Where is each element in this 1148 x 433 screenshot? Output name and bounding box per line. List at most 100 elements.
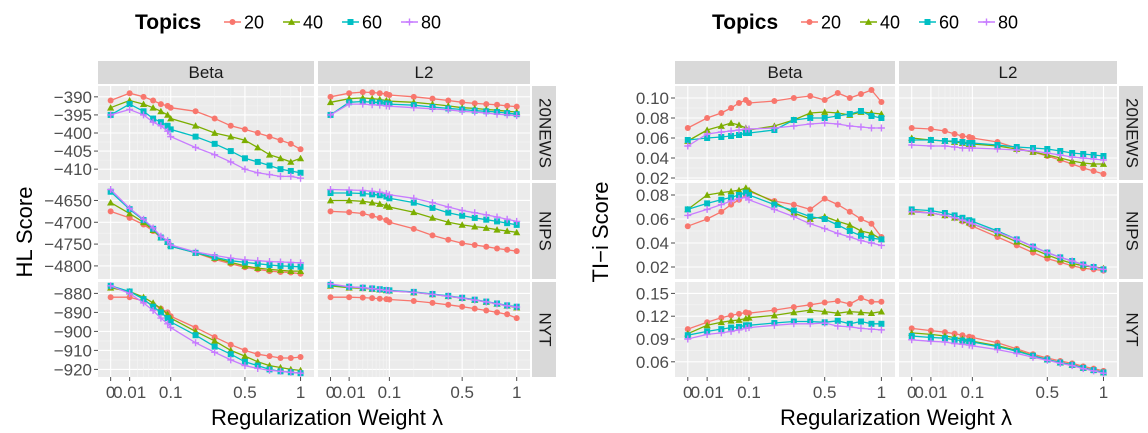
panel-nyt-l2 — [318, 280, 530, 377]
data-point — [410, 199, 417, 206]
series-line — [687, 110, 882, 141]
data-point — [167, 114, 175, 122]
data-point — [277, 258, 285, 266]
data-point — [277, 166, 284, 173]
data-point — [503, 111, 511, 119]
data-point — [1099, 265, 1107, 273]
data-point — [429, 95, 436, 102]
data-point — [790, 201, 797, 208]
data-point — [164, 111, 172, 118]
data-point — [868, 87, 875, 93]
data-point — [746, 310, 753, 317]
data-point — [376, 101, 384, 109]
data-point — [386, 219, 393, 226]
data-point — [126, 209, 134, 217]
y-tick-label: 0.12 — [636, 307, 669, 326]
legend-label: 60 — [362, 13, 382, 33]
data-point — [968, 342, 976, 350]
data-point — [834, 322, 842, 330]
facet-strip-label: L2 — [415, 63, 434, 82]
data-point — [728, 201, 735, 208]
data-point — [287, 258, 295, 266]
data-point — [770, 321, 778, 329]
data-point — [717, 128, 725, 136]
facet-strip-nips — [1119, 183, 1143, 279]
series-20 — [684, 87, 885, 131]
data-point — [742, 130, 749, 136]
data-point — [1043, 356, 1051, 364]
data-point — [359, 197, 367, 205]
facet-strip-label: NYT — [536, 313, 555, 347]
x-tick-label: 0.1 — [378, 383, 402, 402]
data-point — [867, 229, 876, 237]
data-point — [1043, 149, 1051, 157]
data-point — [959, 337, 966, 344]
data-point — [140, 215, 148, 223]
facet-strip-l2 — [899, 61, 1117, 84]
data-point — [149, 104, 157, 111]
legend-swatch-marker — [983, 18, 990, 26]
data-point — [736, 310, 743, 317]
series-line — [687, 111, 882, 142]
series-line — [330, 283, 517, 308]
data-point — [376, 295, 383, 302]
data-point — [727, 197, 735, 205]
data-point — [513, 303, 521, 311]
facet-strip-nyt — [532, 282, 556, 377]
legend-swatch-marker — [229, 19, 236, 25]
legend-entry-60: 60 — [919, 13, 959, 33]
data-point — [359, 294, 366, 301]
x-tick-label: 0.1 — [961, 383, 985, 402]
data-point — [266, 162, 273, 169]
data-point — [327, 111, 335, 119]
data-point — [150, 303, 157, 310]
data-point — [192, 324, 199, 331]
data-point — [790, 320, 798, 328]
legend-swatch-marker — [347, 19, 354, 25]
data-point — [746, 130, 753, 136]
data-point — [857, 308, 865, 316]
data-point — [806, 220, 814, 228]
data-point — [1069, 150, 1076, 156]
data-point — [297, 259, 305, 267]
data-point — [1090, 152, 1097, 158]
data-point — [429, 204, 436, 211]
data-point — [742, 324, 750, 332]
data-point — [167, 241, 175, 249]
data-point — [1013, 349, 1021, 357]
y-tick-label: 0.08 — [636, 186, 669, 205]
panel-nips-beta — [675, 183, 895, 279]
data-point — [1079, 365, 1087, 373]
y-tick-label: −4750 — [44, 235, 92, 254]
data-point — [345, 100, 353, 108]
data-point — [717, 122, 725, 129]
data-point — [703, 126, 711, 133]
data-point — [482, 224, 490, 231]
data-point — [471, 108, 479, 116]
data-point — [376, 200, 384, 207]
data-point — [821, 308, 829, 315]
data-point — [241, 347, 248, 354]
data-point — [1099, 156, 1107, 164]
x-tick-label: 1 — [296, 383, 305, 402]
series-80 — [684, 319, 885, 343]
data-point — [445, 209, 452, 216]
data-point — [494, 245, 501, 252]
data-point — [993, 145, 1001, 153]
legend-label: 80 — [998, 13, 1018, 33]
data-point — [326, 98, 335, 106]
data-point — [684, 332, 691, 339]
y-tick-label: 0.04 — [636, 234, 669, 253]
data-point — [157, 119, 164, 126]
data-point — [504, 246, 511, 253]
data-point — [140, 108, 147, 115]
data-point — [927, 126, 934, 132]
data-point — [327, 280, 335, 288]
data-point — [191, 122, 200, 129]
data-point — [806, 120, 814, 128]
data-point — [368, 187, 376, 195]
data-point — [241, 126, 248, 133]
data-point — [164, 122, 171, 129]
series-40 — [326, 196, 521, 236]
data-point — [471, 296, 479, 304]
